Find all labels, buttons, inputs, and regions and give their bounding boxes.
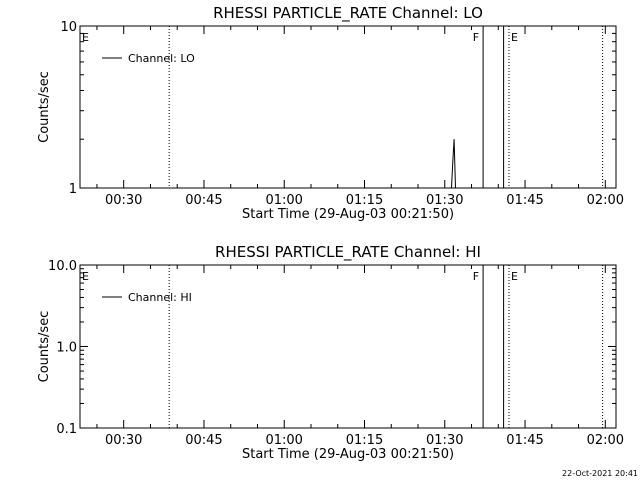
x-tick-label-hi: 01:15 bbox=[346, 433, 383, 448]
x-tick-label-lo: 02:00 bbox=[587, 193, 624, 208]
x-axis-label-hi: Start Time (29-Aug-03 00:21:50) bbox=[242, 447, 454, 462]
x-tick-label-lo: 01:45 bbox=[506, 193, 543, 208]
series-line-lo bbox=[450, 25, 505, 189]
y-tick-label-lo: 1 bbox=[69, 182, 77, 197]
x-tick-label-hi: 01:00 bbox=[265, 433, 302, 448]
y-tick-label-hi: 10.0 bbox=[48, 259, 77, 274]
x-axis-label-lo: Start Time (29-Aug-03 00:21:50) bbox=[242, 207, 454, 222]
y-axis-label-hi: Counts/sec bbox=[37, 311, 52, 383]
marker-label-e-hi: E bbox=[511, 270, 518, 283]
plot-frame-lo bbox=[79, 25, 617, 189]
x-tick-label-hi: 01:45 bbox=[506, 433, 543, 448]
legend-label-lo: Channel: LO bbox=[128, 52, 195, 65]
marker-label-e-lo: E bbox=[82, 31, 89, 44]
x-tick-label-lo: 01:15 bbox=[346, 193, 383, 208]
series-line-hi bbox=[482, 264, 505, 428]
chart-title-lo: RHESSI PARTICLE_RATE Channel: LO bbox=[213, 4, 483, 23]
x-tick-label-lo: 00:45 bbox=[185, 193, 222, 208]
x-tick-label-lo: 00:30 bbox=[105, 193, 142, 208]
x-tick-label-hi: 00:45 bbox=[185, 433, 222, 448]
y-tick-label-lo: 10 bbox=[60, 20, 77, 35]
marker-label-e-hi: E bbox=[82, 270, 89, 283]
marker-label-f-lo: F bbox=[473, 31, 479, 44]
legend-label-hi: Channel: HI bbox=[128, 291, 192, 304]
chart-panel-hi: RHESSI PARTICLE_RATE Channel: HI 00:30 00:… bbox=[37, 243, 624, 462]
x-tick-label-lo: 01:00 bbox=[265, 193, 302, 208]
y-tick-label-hi: 0.1 bbox=[56, 422, 77, 437]
x-tick-label-hi: 00:30 bbox=[105, 433, 142, 448]
x-tick-label-hi: 01:30 bbox=[426, 433, 463, 448]
footer-timestamp: 22-Oct-2021 20:41 bbox=[562, 469, 638, 478]
x-tick-label-hi: 02:00 bbox=[587, 433, 624, 448]
y-axis-label-lo: Counts/sec bbox=[37, 71, 52, 143]
chart-title-hi: RHESSI PARTICLE_RATE Channel: HI bbox=[215, 243, 481, 262]
y-tick-label-hi: 1.0 bbox=[56, 341, 77, 356]
x-tick-label-lo: 01:30 bbox=[426, 193, 463, 208]
marker-label-f-hi: F bbox=[473, 270, 479, 283]
marker-label-e-lo: E bbox=[511, 31, 518, 44]
chart-panel-lo: RHESSI PARTICLE_RATE Channel: LO 00:30 00:… bbox=[37, 4, 624, 222]
